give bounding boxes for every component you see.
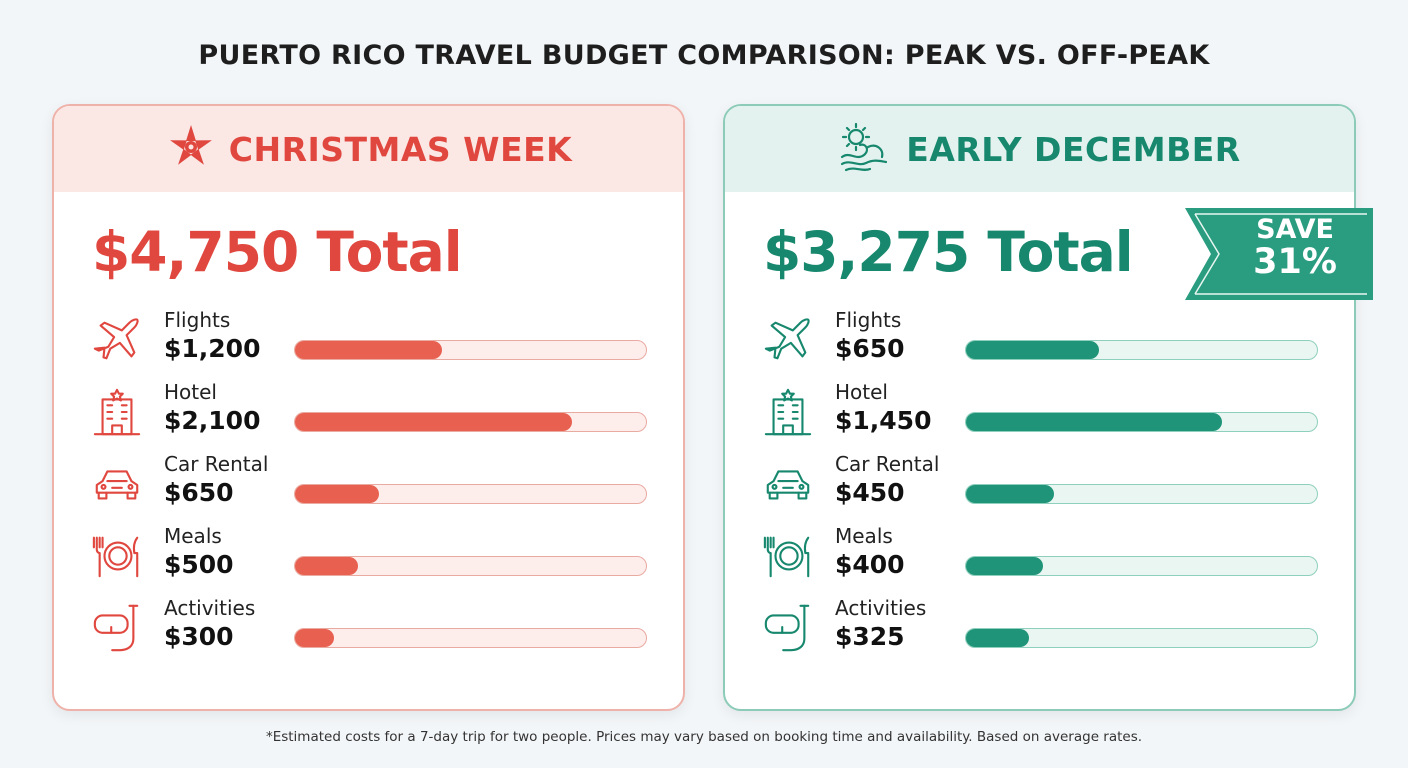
budget-category-label: Meals <box>835 524 893 548</box>
snorkel-mask-icon <box>761 602 815 654</box>
early-december-panel: EARLY DECEMBER $3,275 Total SAVE 31% Flig… <box>723 104 1373 711</box>
budget-category-label: Meals <box>164 524 222 548</box>
hotel-icon <box>90 386 144 438</box>
budget-category-label: Flights <box>835 308 902 332</box>
budget-row: Activities $325 <box>761 596 1321 658</box>
badge-line2: 31% <box>1253 242 1337 282</box>
budget-bar-track <box>965 340 1318 360</box>
car-icon <box>90 458 144 510</box>
budget-row: Hotel $1,450 <box>761 380 1321 442</box>
christmas-week-panel: CHRISTMAS WEEK $4,750 Total Flights $1,20… <box>52 104 685 711</box>
budget-row: Flights $1,200 <box>90 308 650 370</box>
airplane-icon <box>761 314 815 366</box>
budget-bar-fill <box>295 341 443 359</box>
budget-row: Car Rental $450 <box>761 452 1321 514</box>
budget-row: Flights $650 <box>761 308 1321 370</box>
total-amount: $3,275 Total <box>763 220 1134 284</box>
budget-bar-track <box>294 556 647 576</box>
total-amount: $4,750 Total <box>92 220 463 284</box>
budget-category-value: $400 <box>835 550 905 579</box>
budget-bar-track <box>965 628 1318 648</box>
budget-category-value: $2,100 <box>164 406 261 435</box>
budget-category-value: $1,450 <box>835 406 932 435</box>
budget-row: Activities $300 <box>90 596 650 658</box>
panel-heading: EARLY DECEMBER <box>906 129 1241 169</box>
budget-bar-fill <box>966 341 1100 359</box>
panel-header: CHRISTMAS WEEK <box>54 106 683 192</box>
budget-category-value: $500 <box>164 550 234 579</box>
budget-bar-track <box>294 628 647 648</box>
meal-plate-icon <box>90 530 144 582</box>
budget-category-value: $650 <box>835 334 905 363</box>
car-icon <box>761 458 815 510</box>
budget-category-label: Activities <box>835 596 927 620</box>
budget-row: Hotel $2,100 <box>90 380 650 442</box>
budget-bar-fill <box>966 413 1223 431</box>
budget-bar-fill <box>966 629 1030 647</box>
poinsettia-icon <box>165 121 217 177</box>
budget-bar-track <box>294 484 647 504</box>
badge-line1: SAVE <box>1256 214 1334 245</box>
budget-bar-track <box>965 484 1318 504</box>
budget-bar-fill <box>295 629 334 647</box>
budget-category-label: Flights <box>164 308 231 332</box>
meal-plate-icon <box>761 530 815 582</box>
budget-category-label: Activities <box>164 596 256 620</box>
budget-bar-fill <box>966 557 1044 575</box>
snorkel-mask-icon <box>90 602 144 654</box>
budget-bar-track <box>965 412 1318 432</box>
sun-waves-icon <box>838 121 894 177</box>
budget-bar-fill <box>295 557 359 575</box>
save-badge: SAVE 31% <box>1185 208 1375 314</box>
airplane-icon <box>90 314 144 366</box>
budget-category-value: $300 <box>164 622 234 651</box>
budget-bar-track <box>294 340 647 360</box>
budget-category-value: $1,200 <box>164 334 261 363</box>
budget-bar-fill <box>295 413 573 431</box>
footnote: *Estimated costs for a 7-day trip for tw… <box>265 729 1143 745</box>
budget-row: Car Rental $650 <box>90 452 650 514</box>
budget-bar-fill <box>966 485 1054 503</box>
panel-heading: CHRISTMAS WEEK <box>228 129 573 169</box>
budget-category-label: Car Rental <box>164 452 269 476</box>
budget-category-label: Car Rental <box>835 452 940 476</box>
panel-header: EARLY DECEMBER <box>725 106 1354 192</box>
budget-category-label: Hotel <box>835 380 888 404</box>
budget-category-value: $450 <box>835 478 905 507</box>
budget-category-label: Hotel <box>164 380 217 404</box>
hotel-icon <box>761 386 815 438</box>
page-title: PUERTO RICO TRAVEL BUDGET COMPARISON: PE… <box>198 40 1210 71</box>
budget-bar-track <box>965 556 1318 576</box>
budget-row: Meals $400 <box>761 524 1321 586</box>
budget-category-value: $325 <box>835 622 905 651</box>
budget-bar-track <box>294 412 647 432</box>
budget-category-value: $650 <box>164 478 234 507</box>
budget-row: Meals $500 <box>90 524 650 586</box>
budget-bar-fill <box>295 485 380 503</box>
